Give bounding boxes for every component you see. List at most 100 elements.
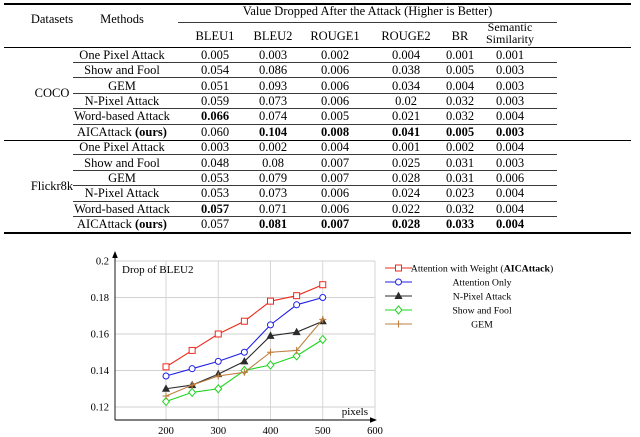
value-cell: 0.006: [320, 63, 350, 78]
value-cell: 0.073: [258, 186, 288, 201]
value-cell: 0.005: [445, 124, 475, 139]
data-point: [318, 334, 327, 345]
value-cell: 0.004: [445, 78, 475, 93]
value-cell: 0.079: [258, 171, 288, 186]
value-cell: 0.007: [320, 171, 350, 186]
row-separator: [73, 77, 557, 79]
value-cell: 0.104: [258, 124, 288, 139]
method-cell: Word-based Attack: [74, 109, 170, 124]
value-cell: 0.008: [320, 124, 350, 139]
data-point: [161, 384, 171, 392]
x-tick-label: 600: [367, 426, 383, 437]
method-cell: Show and Fool: [84, 155, 160, 170]
x-tick-label: 400: [263, 426, 279, 437]
row-separator: [73, 92, 557, 94]
value-cell: 0.032: [445, 201, 475, 216]
value-cell: 0.053: [200, 186, 230, 201]
data-point: [319, 281, 327, 289]
data-point: [292, 327, 301, 336]
value-cell: 0.003: [495, 155, 525, 170]
data-point: [319, 315, 327, 323]
data-point: [293, 292, 301, 300]
chart-title: Drop of BLEU2: [122, 264, 194, 276]
value-cell: 0.007: [320, 155, 350, 170]
method-cell: One Pixel Attack: [79, 140, 165, 155]
value-cell: 0.066: [200, 109, 230, 124]
method-cell: N-Pixel Attack: [84, 186, 160, 201]
data-point: [267, 321, 274, 329]
value-cell: 0.004: [495, 140, 525, 155]
legend-label: Attention Only: [452, 278, 511, 289]
legend-label: N-Pixel Attack: [453, 292, 512, 303]
value-cell: 0.005: [320, 109, 350, 124]
data-point: [188, 381, 196, 389]
value-cell: 0.031: [445, 155, 475, 170]
column-header-rouge2: ROUGE2: [381, 29, 431, 43]
data-point: [214, 383, 223, 394]
value-cell: 0.073: [258, 93, 288, 108]
data-point: [293, 301, 301, 309]
row-separator: [73, 200, 557, 202]
value-cell: 0.059: [200, 93, 230, 108]
method-cell: Show and Fool: [84, 63, 160, 78]
method-cell: AICAttack (ours): [77, 124, 167, 139]
legend-label: Show and Fool: [452, 306, 512, 317]
y-axis-arrow: [112, 251, 118, 258]
value-cell: 0.032: [445, 109, 475, 124]
method-cell: Word-based Attack: [74, 201, 170, 216]
method-cell: GEM: [108, 171, 136, 186]
value-cell: 0.001: [495, 47, 525, 62]
legend-label: Attention with Weight (AICAttack): [411, 264, 553, 275]
data-point: [162, 392, 170, 400]
value-cell: 0.005: [200, 47, 230, 62]
row-separator: [73, 216, 557, 218]
legend-marker: [394, 305, 403, 315]
row-separator: [73, 61, 557, 63]
value-cell: 0.022: [391, 201, 421, 216]
data-point: [162, 363, 170, 371]
value-cell: 0.025: [391, 155, 421, 170]
y-tick-label: 0.18: [91, 293, 109, 304]
x-tick-label: 200: [158, 426, 174, 437]
value-cell: 0.001: [391, 140, 421, 155]
value-cell: 0.023: [445, 186, 475, 201]
column-header-bleu1: BLEU1: [195, 29, 235, 43]
value-cell: 0.038: [391, 63, 421, 78]
value-cell: 0.081: [258, 217, 288, 232]
table-header-rule: [4, 46, 631, 48]
value-cell: 0.041: [391, 124, 421, 139]
value-cell: 0.024: [391, 186, 421, 201]
data-point: [266, 360, 275, 370]
value-cell: 0.006: [320, 93, 350, 108]
method-cell: GEM: [108, 78, 136, 93]
column-header-bleu2: BLEU2: [253, 29, 293, 43]
y-tick-label: 0.12: [91, 403, 109, 414]
data-point: [188, 387, 197, 398]
x-axis-arrow: [370, 417, 377, 423]
dataset-label: Flickr8k: [30, 178, 74, 193]
span-header-underline: [178, 21, 557, 23]
row-separator: [73, 185, 557, 187]
value-cell: 0.004: [495, 217, 525, 232]
data-point: [266, 331, 275, 339]
value-cell: 0.02: [395, 93, 417, 108]
table-top-rule: [4, 3, 631, 5]
value-cell: 0.003: [200, 140, 230, 155]
data-point: [292, 351, 301, 361]
value-cell: 0.057: [200, 201, 230, 216]
data-point: [214, 372, 222, 380]
value-cell: 0.048: [200, 155, 230, 170]
results-table: Value Dropped After the Attack (Higher i…: [4, 3, 631, 234]
value-cell: 0.028: [391, 217, 421, 232]
y-tick-label: 0.14: [91, 366, 110, 377]
row-separator: [73, 123, 557, 125]
data-point: [267, 348, 274, 356]
column-header-methods: Methods: [100, 12, 144, 26]
value-cell: 0.006: [320, 201, 350, 216]
data-point: [214, 357, 222, 365]
value-cell: 0.002: [445, 140, 475, 155]
table-span-header: Value Dropped After the Attack (Higher i…: [242, 4, 493, 18]
method-cell: AICAttack (ours): [77, 217, 167, 232]
data-point: [161, 396, 171, 407]
